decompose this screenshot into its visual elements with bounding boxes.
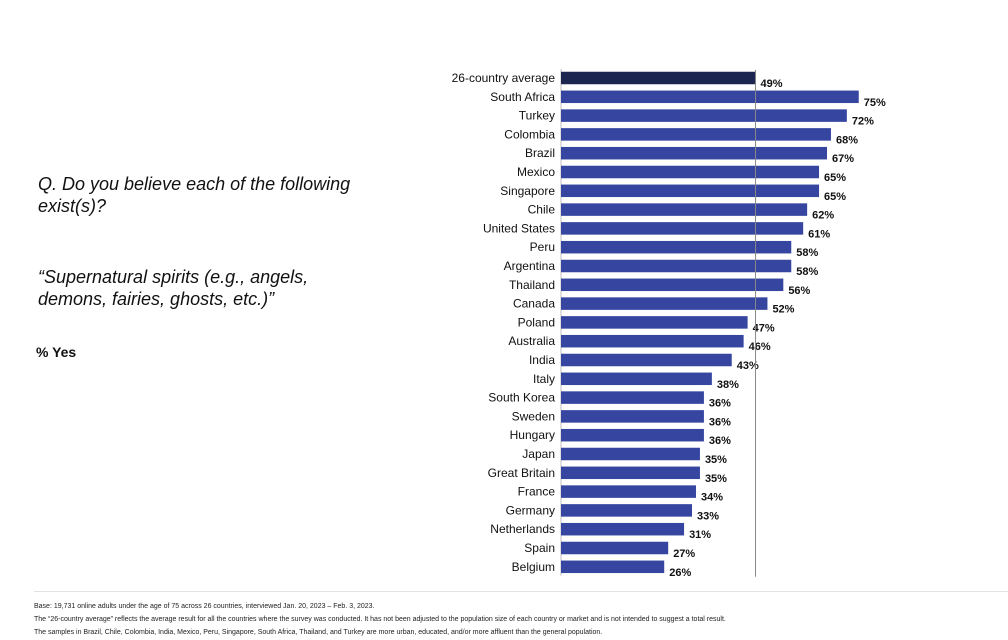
bar-great-britain [561, 466, 700, 480]
value-label-united-states: 61% [808, 228, 830, 240]
category-label-peru: Peru [530, 240, 555, 254]
category-label-australia: Australia [508, 334, 555, 348]
value-label-poland: 47% [753, 322, 775, 334]
category-label-sweden: Sweden [512, 409, 555, 423]
value-label-japan: 35% [705, 454, 727, 466]
bar-turkey [561, 109, 847, 122]
category-label-mexico: Mexico [517, 165, 555, 179]
value-label-mexico: 65% [824, 172, 846, 184]
value-label-great-britain: 35% [705, 473, 727, 485]
category-label-argentina: Argentina [504, 259, 556, 273]
value-label-chile: 62% [812, 210, 834, 222]
category-label-thailand: Thailand [509, 278, 555, 292]
bar-hungary [561, 428, 704, 442]
value-label-singapore: 65% [824, 191, 846, 203]
footnote-average: The “26-country average” reflects the av… [34, 616, 726, 623]
value-label-india: 43% [737, 360, 759, 372]
bar-poland [561, 316, 748, 329]
category-label-france: France [518, 485, 556, 499]
value-label-hungary: 36% [709, 435, 731, 447]
category-label-south-africa: South Africa [490, 90, 555, 104]
category-label-italy: Italy [533, 372, 555, 386]
value-label-netherlands: 31% [689, 529, 711, 541]
bar-germany [561, 504, 693, 517]
quote-text: “Supernatural spirits (e.g., angels, dem… [38, 267, 309, 309]
value-label-australia: 46% [749, 341, 771, 353]
category-label-netherlands: Netherlands [490, 522, 555, 536]
category-label-germany: Germany [506, 503, 555, 517]
bar-south-korea [561, 391, 704, 404]
category-label-spain: Spain [524, 541, 555, 555]
bar-india [561, 353, 732, 367]
bar-mexico [561, 165, 820, 179]
value-label-brazil: 67% [832, 153, 854, 165]
bar-netherlands [561, 522, 685, 536]
bar-26-country-average [561, 71, 756, 85]
category-label-hungary: Hungary [510, 428, 555, 442]
bar-spain [561, 541, 669, 555]
bottom-divider [34, 591, 1008, 592]
category-label-turkey: Turkey [519, 109, 555, 123]
category-label-colombia: Colombia [504, 127, 555, 141]
category-label-japan: Japan [522, 447, 555, 461]
question-text: Q. Do you believe each of the following … [38, 174, 351, 216]
value-label-argentina: 58% [796, 266, 818, 278]
footnotes: Base: 19,731 online adults under the age… [34, 600, 994, 639]
value-label-france: 34% [701, 492, 723, 504]
bar-singapore [561, 184, 820, 198]
bar-canada [561, 297, 768, 310]
value-label-turkey: 72% [852, 116, 874, 128]
bar-italy [561, 372, 712, 386]
bar-belgium [561, 560, 665, 574]
category-label-brazil: Brazil [525, 146, 555, 160]
bar-sweden [561, 410, 704, 423]
bar-chile [561, 203, 808, 216]
value-label-belgium: 26% [669, 567, 691, 579]
category-label-singapore: Singapore [500, 184, 555, 198]
bar-japan [561, 447, 700, 461]
bar-australia [561, 334, 744, 348]
value-label-peru: 58% [796, 247, 818, 259]
value-label-spain: 27% [673, 548, 695, 560]
footnote-base: Base: 19,731 online adults under the age… [34, 603, 375, 610]
value-label-south-korea: 36% [709, 398, 731, 410]
category-label-united-states: United States [483, 221, 555, 235]
bar-chart: 26-country average 49% South Africa 75% Turk… [452, 69, 886, 579]
value-label-thailand: 56% [788, 285, 810, 297]
category-label-south-korea: South Korea [488, 391, 555, 405]
value-label-canada: 52% [772, 304, 794, 316]
value-label-colombia: 68% [836, 134, 858, 146]
bar-thailand [561, 278, 784, 292]
bar-south-africa [561, 90, 859, 104]
category-label-canada: Canada [513, 297, 555, 311]
bar-peru [561, 240, 792, 254]
value-label-26-country-average: 49% [761, 78, 783, 90]
bar-argentina [561, 259, 792, 273]
footnote-samples: The samples in Brazil, Chile, Colombia, … [34, 629, 603, 636]
value-label-germany: 33% [697, 510, 719, 522]
category-label-belgium: Belgium [512, 560, 555, 574]
value-label-italy: 38% [717, 379, 739, 391]
category-label-26-country-average: 26-country average [452, 71, 556, 85]
bar-france [561, 485, 696, 498]
bar-brazil [561, 146, 827, 160]
category-label-india: India [529, 353, 555, 367]
category-label-chile: Chile [528, 203, 556, 217]
category-label-poland: Poland [518, 315, 555, 329]
value-label-sweden: 36% [709, 416, 731, 428]
value-label-south-africa: 75% [864, 97, 886, 109]
bar-colombia [561, 128, 831, 141]
bar-united-states [561, 222, 804, 235]
measure-label: % Yes [36, 344, 77, 360]
category-label-great-britain: Great Britain [488, 466, 555, 480]
